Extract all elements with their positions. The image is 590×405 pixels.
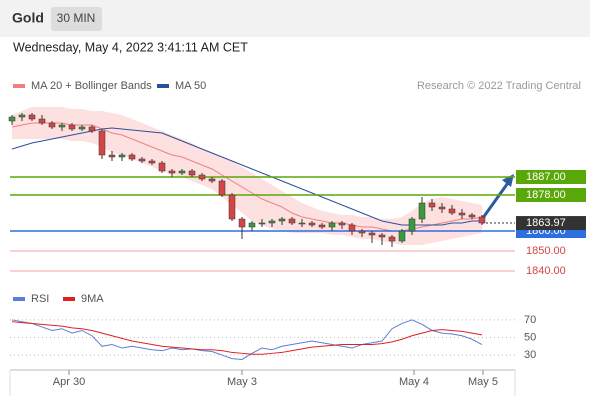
candle-body (238, 218, 246, 228)
x-tick-label: May 3 (227, 376, 257, 388)
indicator-line (11, 319, 483, 360)
forecast-arrow (478, 179, 512, 223)
candle-body (38, 118, 46, 124)
level-label: 1887.00 (526, 171, 566, 183)
candle-body (128, 154, 136, 160)
candle-body (88, 126, 96, 132)
candle-body (218, 180, 226, 196)
legend-label: 9MA (81, 293, 104, 305)
candle-body (78, 126, 86, 130)
candle-body (48, 122, 56, 128)
last-price-label: 1863.97 (526, 217, 566, 229)
level-box (516, 188, 586, 202)
legend-swatch (13, 84, 25, 88)
candle-body (138, 158, 146, 162)
candle-body (28, 114, 36, 120)
level-label: 1840.00 (526, 265, 566, 277)
candle-body (408, 218, 416, 232)
bollinger-band (12, 107, 482, 245)
candle-body (108, 154, 116, 158)
candle-body (318, 224, 326, 228)
level-box (516, 170, 586, 184)
candle-body (198, 174, 206, 180)
candle-body (8, 116, 16, 122)
candle-body (248, 222, 256, 228)
candle-body (178, 170, 186, 174)
candle-body (358, 230, 366, 234)
candle-body (118, 154, 126, 158)
last-price-box (516, 216, 586, 231)
timeframe-badge[interactable] (51, 7, 102, 31)
candle-body (378, 234, 386, 238)
credit: Research © 2022 Trading Central (417, 80, 581, 92)
x-tick-label: May 4 (399, 376, 429, 388)
candle-body (18, 114, 26, 118)
candle-body (58, 124, 66, 128)
y-tick-label: 70 (524, 314, 536, 326)
legend-label: MA 50 (175, 80, 206, 92)
legend-label: RSI (31, 293, 49, 305)
legend-swatch (63, 297, 75, 301)
candle-body (348, 224, 356, 232)
candle-body (478, 216, 486, 224)
candle-body (388, 236, 396, 242)
candle-body (258, 222, 266, 225)
candle-body (398, 230, 406, 242)
candle-body (288, 218, 296, 224)
y-tick-label: 50 (524, 331, 536, 343)
candle-body (228, 194, 236, 220)
candle-body (148, 160, 156, 164)
ma-line (11, 127, 482, 226)
candle-body (458, 212, 466, 216)
x-tick-label: May 5 (468, 376, 498, 388)
date: Wednesday, May 4, 2022 3:41:11 AM CET (13, 40, 248, 54)
legend-swatch (13, 297, 25, 301)
legend-label: MA 20 + Bollinger Bands (31, 80, 152, 92)
x-tick-label: Apr 30 (53, 376, 85, 388)
candle-body (268, 220, 276, 224)
legend-swatch (157, 84, 169, 88)
level-label: 1878.00 (526, 189, 566, 201)
y-tick-label: 30 (524, 349, 536, 361)
instrument-title: Gold (12, 10, 44, 26)
candle-body (438, 206, 446, 210)
timeframe[interactable]: 30 MIN (57, 11, 96, 25)
candle-body (428, 202, 436, 208)
candle-body (338, 222, 346, 226)
candle-body (418, 202, 426, 220)
candle-body (448, 208, 456, 214)
candle-body (468, 214, 476, 218)
candle-body (298, 222, 306, 225)
candle-body (98, 130, 106, 156)
candle-body (278, 218, 286, 222)
candle-body (168, 170, 176, 174)
candle-body (308, 222, 316, 226)
candle-body (208, 178, 216, 182)
candle-body (328, 222, 336, 228)
candle-body (158, 162, 166, 172)
candle-body (68, 124, 76, 130)
indicator-line (11, 321, 483, 355)
candle-body (188, 170, 196, 176)
level-label: 1850.00 (526, 245, 566, 257)
candle-body (368, 232, 376, 236)
